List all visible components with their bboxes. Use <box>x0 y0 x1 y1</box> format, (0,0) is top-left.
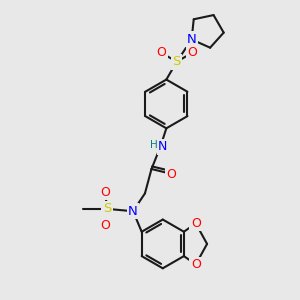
Text: O: O <box>100 219 110 232</box>
Text: O: O <box>187 46 197 59</box>
Text: O: O <box>167 169 176 182</box>
Text: O: O <box>191 217 201 230</box>
Text: O: O <box>100 186 110 199</box>
Text: H: H <box>150 140 158 150</box>
Text: O: O <box>156 46 166 59</box>
Text: O: O <box>191 258 201 271</box>
Text: N: N <box>158 140 167 153</box>
Text: N: N <box>128 205 138 218</box>
Text: S: S <box>172 55 181 68</box>
Text: S: S <box>103 202 111 215</box>
Text: N: N <box>187 33 196 46</box>
